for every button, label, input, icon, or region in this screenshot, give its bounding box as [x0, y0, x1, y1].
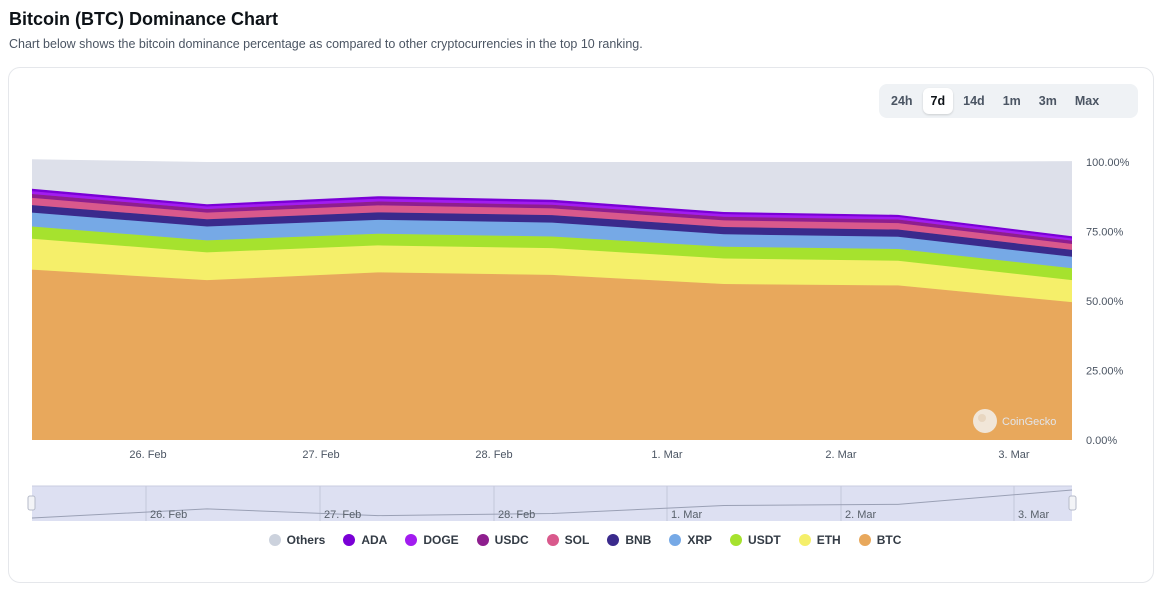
tab-3m[interactable]: 3m [1038, 94, 1057, 108]
x-tick-label: 27. Feb [302, 449, 339, 461]
legend-label: USDC [494, 533, 529, 547]
navigator-tick-label: 27. Feb [324, 509, 361, 521]
legend-dot [607, 534, 620, 546]
legend-dot [268, 534, 281, 546]
area-doge [32, 191, 1072, 241]
coingecko-logo-eye-icon [978, 414, 986, 422]
y-tick-label: 50.00% [1086, 296, 1124, 308]
legend-item-usdt[interactable]: USDT [730, 533, 781, 547]
area-eth [32, 238, 1072, 303]
tab-max[interactable]: Max [1074, 94, 1100, 108]
navigator-series-line [31, 489, 1073, 519]
legend-dot [546, 534, 559, 546]
x-tick-label: 2. Mar [825, 449, 857, 461]
area-sol [32, 197, 1072, 250]
legend-item-eth[interactable]: ETH [798, 533, 841, 547]
navigator-selection[interactable] [32, 486, 1072, 521]
y-tick-label: 0.00% [1086, 435, 1117, 447]
legend-dot [730, 534, 743, 546]
y-tick-label: 25.00% [1086, 366, 1124, 378]
coingecko-logo-icon [973, 409, 997, 433]
legend-label: XRP [687, 533, 713, 547]
page-title: Bitcoin (BTC) Dominance Chart [9, 9, 279, 29]
legend-item-xrp[interactable]: XRP [669, 533, 712, 547]
area-ada [32, 188, 1072, 239]
y-tick-label: 100.00% [1086, 157, 1130, 169]
legend-dot [858, 534, 871, 546]
tab-7d[interactable]: 7d [922, 88, 954, 114]
area-btc [32, 269, 1072, 440]
navigator-tick-label: 1. Mar [671, 509, 703, 521]
legend-item-bnb[interactable]: BNB [607, 533, 651, 547]
area-others [32, 159, 1072, 237]
legend-dot [343, 534, 356, 546]
navigator-tick-label: 28. Feb [498, 509, 535, 521]
watermark-text: CoinGecko [1002, 416, 1056, 428]
legend-dot [669, 534, 682, 546]
legend-label: USDT [748, 533, 781, 547]
navigator-left-handle[interactable] [27, 495, 36, 511]
x-tick-label: 3. Mar [998, 449, 1030, 461]
time-range-selector: 24h 7d 14d 1m 3m Max [879, 84, 1138, 118]
legend-dot [476, 534, 489, 546]
navigator-tick-label: 3. Mar [1018, 509, 1050, 521]
legend-item-others[interactable]: Others [268, 533, 326, 547]
stacked-areas [31, 159, 1073, 440]
tab-24h[interactable]: 24h [891, 94, 913, 108]
x-tick-label: 26. Feb [129, 449, 166, 461]
legend-dot [798, 534, 811, 546]
navigator-right-handle[interactable] [1068, 495, 1077, 511]
legend-label: SOL [564, 533, 590, 547]
legend-label: BTC [876, 533, 902, 547]
area-usdc [32, 193, 1072, 245]
legend-item-usdc[interactable]: USDC [476, 533, 529, 547]
navigator-tick-label: 2. Mar [845, 509, 877, 521]
area-xrp [32, 212, 1072, 269]
navigator-x-axis: 26. Feb 27. Feb 28. Feb 1. Mar 2. Mar 3. Mar [150, 509, 1050, 521]
y-axis: 100.00% 75.00% 50.00% 25.00% 0.00% [1086, 157, 1130, 447]
legend-dot [405, 534, 418, 546]
x-axis: 26. Feb 27. Feb 28. Feb 1. Mar 2. Mar 3. Mar [129, 449, 1030, 461]
tab-14d[interactable]: 14d [963, 94, 985, 108]
legend-item-ada[interactable]: ADA [343, 533, 387, 547]
navigator-tick-label: 26. Feb [150, 509, 187, 521]
navigator[interactable]: 26. Feb 27. Feb 28. Feb 1. Mar 2. Mar 3. Mar [27, 485, 1077, 521]
y-tick-label: 75.00% [1086, 227, 1124, 239]
page-subtitle: Chart below shows the bitcoin dominance … [9, 37, 643, 51]
legend-item-btc[interactable]: BTC [858, 533, 902, 547]
watermark: CoinGecko [973, 409, 1056, 433]
legend-label: ETH [816, 533, 841, 547]
area-bnb [32, 205, 1072, 257]
legend-label: Others [286, 533, 326, 547]
legend-label: ADA [361, 533, 388, 547]
area-usdt [32, 226, 1072, 281]
legend-label: DOGE [423, 533, 459, 547]
chart-legend: Others ADA DOGE USDC SOL BNB XRP USDT ET… [0, 533, 1170, 547]
legend-item-doge[interactable]: DOGE [405, 533, 459, 547]
x-tick-label: 28. Feb [475, 449, 512, 461]
legend-item-sol[interactable]: SOL [546, 533, 590, 547]
x-tick-label: 1. Mar [651, 449, 683, 461]
tab-1m[interactable]: 1m [1002, 94, 1021, 108]
legend-label: BNB [625, 533, 652, 547]
navigator-grid [145, 486, 1015, 521]
